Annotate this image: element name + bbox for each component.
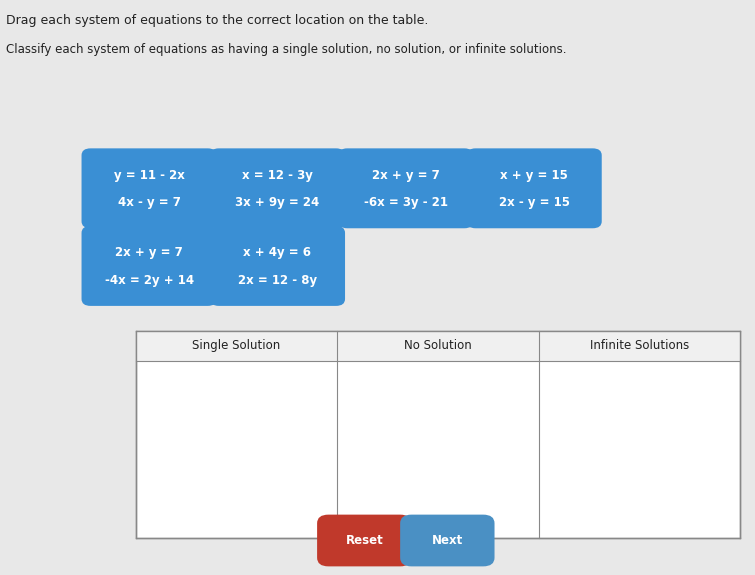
FancyBboxPatch shape	[210, 148, 345, 228]
Text: 2x + y = 7: 2x + y = 7	[116, 246, 183, 259]
FancyBboxPatch shape	[82, 148, 217, 228]
FancyBboxPatch shape	[136, 331, 740, 538]
Text: Reset: Reset	[345, 534, 383, 547]
FancyBboxPatch shape	[317, 515, 411, 566]
Text: x + y = 15: x + y = 15	[501, 168, 568, 182]
Text: -6x = 3y - 21: -6x = 3y - 21	[364, 196, 448, 209]
FancyBboxPatch shape	[82, 226, 217, 306]
Text: x = 12 - 3y: x = 12 - 3y	[242, 168, 313, 182]
FancyBboxPatch shape	[338, 148, 473, 228]
Text: y = 11 - 2x: y = 11 - 2x	[114, 168, 184, 182]
Text: 3x + 9y = 24: 3x + 9y = 24	[236, 196, 319, 209]
FancyBboxPatch shape	[467, 148, 602, 228]
Text: Single Solution: Single Solution	[193, 339, 281, 352]
Text: 4x - y = 7: 4x - y = 7	[118, 196, 180, 209]
Text: Infinite Solutions: Infinite Solutions	[590, 339, 689, 352]
Text: 2x + y = 7: 2x + y = 7	[372, 168, 439, 182]
Text: -4x = 2y + 14: -4x = 2y + 14	[104, 274, 194, 287]
Text: 2x - y = 15: 2x - y = 15	[498, 196, 570, 209]
Text: 2x = 12 - 8y: 2x = 12 - 8y	[238, 274, 317, 287]
Text: Drag each system of equations to the correct location on the table.: Drag each system of equations to the cor…	[6, 14, 428, 28]
FancyBboxPatch shape	[210, 226, 345, 306]
Text: x + 4y = 6: x + 4y = 6	[243, 246, 312, 259]
Text: Classify each system of equations as having a single solution, no solution, or i: Classify each system of equations as hav…	[6, 43, 566, 56]
FancyBboxPatch shape	[400, 515, 495, 566]
FancyBboxPatch shape	[136, 331, 740, 361]
Text: No Solution: No Solution	[404, 339, 472, 352]
Text: Next: Next	[432, 534, 463, 547]
